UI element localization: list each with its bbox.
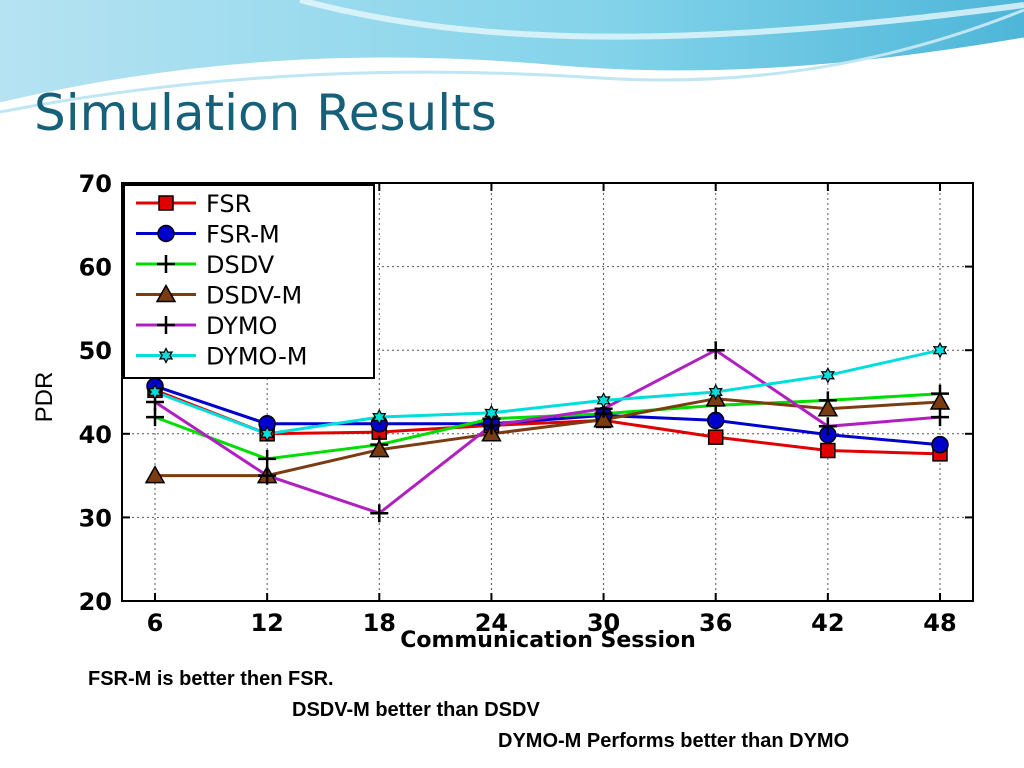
legend-label-dsdv: DSDV xyxy=(206,251,275,279)
data-point-dymo xyxy=(706,341,725,360)
y-tick-label: 70 xyxy=(79,170,112,198)
data-point-dymo xyxy=(818,417,837,436)
series-line-dymo-m xyxy=(154,348,941,436)
y-tick-label: 20 xyxy=(79,588,112,616)
legend-marker-dsdv xyxy=(157,255,175,273)
series-markers xyxy=(144,341,951,523)
data-point-dymo-m xyxy=(259,425,275,443)
data-point-fsr-m xyxy=(931,435,949,454)
data-point-dymo xyxy=(931,408,949,427)
y-axis-label: PDR xyxy=(31,372,58,423)
legend-marker-dsdv-m xyxy=(155,283,177,303)
note-dsdv: DSDV-M better than DSDV xyxy=(292,699,540,721)
data-point-dymo-m xyxy=(596,392,611,409)
series-line-dsdv-m xyxy=(155,397,941,478)
y-tick-label: 50 xyxy=(79,337,112,365)
note-fsr: FSR-M is better then FSR. xyxy=(88,668,334,690)
data-point-dsdv-m xyxy=(593,409,614,428)
x-tick-label: 6 xyxy=(147,609,164,637)
legend-marker-fsr-m xyxy=(157,224,175,243)
axes xyxy=(121,182,974,602)
data-point-fsr xyxy=(707,429,724,445)
data-point-dymo xyxy=(258,466,277,485)
data-point-dymo-m xyxy=(147,383,163,401)
legend-label-fsr-m: FSR-M xyxy=(206,221,280,249)
header-wave-decoration xyxy=(0,0,1024,114)
x-tick-label: 42 xyxy=(811,609,844,637)
legend-label-dymo: DYMO xyxy=(206,312,277,340)
legend-label-dsdv-m: DSDV-M xyxy=(206,282,302,310)
data-point-fsr-m xyxy=(706,411,725,430)
data-point-dsdv xyxy=(258,449,277,468)
legend-box xyxy=(123,184,375,379)
data-point-dymo-m xyxy=(484,404,499,422)
data-point-dsdv-m xyxy=(817,398,839,417)
x-tick-label: 18 xyxy=(363,609,396,637)
legend-label-dymo-m: DYMO-M xyxy=(206,343,307,371)
y-tick-label: 60 xyxy=(79,254,112,282)
data-point-dymo-m xyxy=(372,408,387,426)
data-point-dymo-m xyxy=(932,341,948,359)
tick-labels: 20 30 40 50 60 70 6 12 18 24 30 36 42 48 xyxy=(79,170,957,637)
data-point-dymo-m xyxy=(820,367,836,384)
data-point-fsr xyxy=(820,442,836,459)
slide-title: Simulation Results xyxy=(34,84,497,142)
data-point-dsdv xyxy=(146,408,164,427)
pdr-line-chart: 20 30 40 50 60 70 6 12 18 24 30 36 42 48 Communicatio… xyxy=(30,165,990,660)
series-lines xyxy=(154,348,941,515)
x-tick-label: 48 xyxy=(923,609,956,637)
y-tick-label: 40 xyxy=(79,421,112,449)
series-line-fsr xyxy=(154,388,941,456)
note-dymo: DYMO-M Performs better than DYMO xyxy=(498,730,850,752)
data-point-dymo-m xyxy=(708,383,723,401)
legend-marker-fsr xyxy=(158,195,174,211)
data-point-dsdv-m xyxy=(144,465,166,484)
data-point-dymo xyxy=(370,504,389,523)
x-tick-label: 12 xyxy=(250,609,283,637)
x-tick-label: 24 xyxy=(475,609,508,637)
y-tick-label: 30 xyxy=(79,504,112,532)
data-point-dsdv-m xyxy=(369,439,390,458)
x-tick-label: 36 xyxy=(699,609,732,637)
series-line-fsr-m xyxy=(154,384,941,447)
plot-frame xyxy=(121,182,974,602)
x-tick-label: 30 xyxy=(587,609,620,637)
legend-label-fsr: FSR xyxy=(206,190,251,218)
x-axis-label: Communication Session xyxy=(400,628,696,653)
series-line-dymo xyxy=(154,348,941,515)
legend-marker-dymo xyxy=(157,316,175,334)
legend-marker-dymo-m xyxy=(158,347,174,364)
